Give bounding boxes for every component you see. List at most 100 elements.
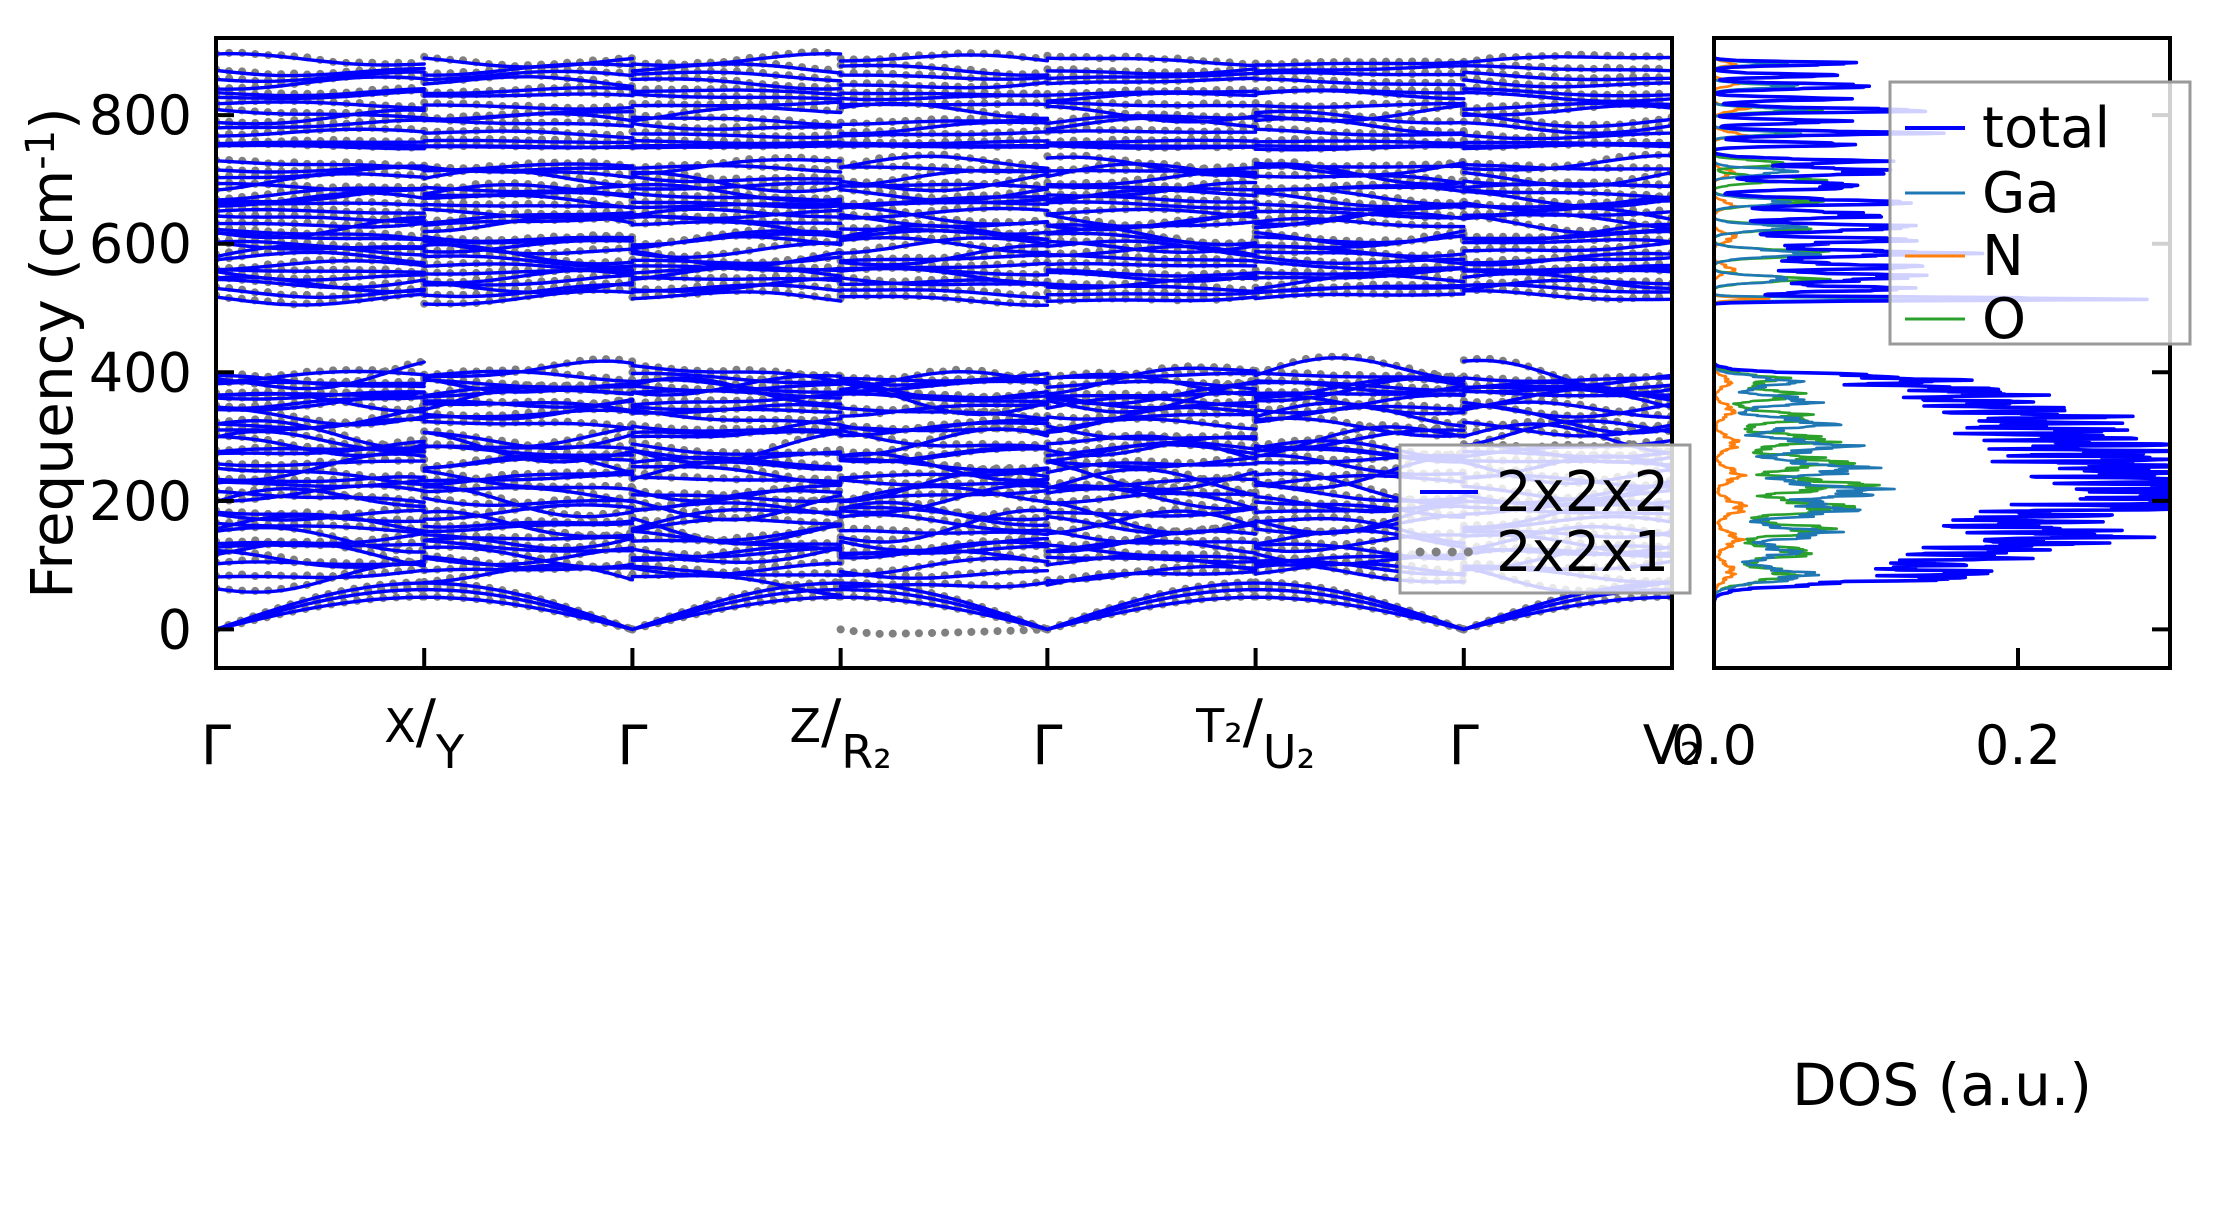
band-line-2x2x2 xyxy=(216,390,426,398)
band-line-2x2x2 xyxy=(1045,114,1258,126)
band-line-2x2x2 xyxy=(838,187,1050,203)
band-line-2x2x1 xyxy=(1251,558,1468,586)
band-legend: 2x2x2 2x2x1 xyxy=(1398,443,1692,595)
band-x-tick-label: Γ xyxy=(1449,714,1479,777)
band-line-2x2x2 xyxy=(216,478,426,489)
band-line-2x2x2 xyxy=(1045,371,1258,380)
band-line-2x2x2 xyxy=(422,519,635,529)
y-axis-label: Frequency (cm-1) xyxy=(18,107,86,599)
band-line-2x2x2 xyxy=(838,53,1050,63)
band-line-2x2x2 xyxy=(630,138,843,146)
band-line-2x2x2 xyxy=(838,580,1050,589)
band-line-2x2x2 xyxy=(216,70,426,83)
band-line-2x2x1 xyxy=(1251,467,1468,506)
band-line-2x2x2 xyxy=(1045,223,1258,247)
band-line-2x2x2 xyxy=(422,369,635,384)
band-line-2x2x2 xyxy=(422,254,635,269)
band-line-2x2x2 xyxy=(1253,185,1466,192)
band-line-2x2x2 xyxy=(422,388,635,399)
band-line-2x2x2 xyxy=(216,259,426,272)
band-line-2x2x2 xyxy=(1253,202,1466,212)
band-line-2x2x2 xyxy=(216,221,426,229)
band-line-2x2x2 xyxy=(1462,104,1672,117)
band-x-tick-label: T₂/U₂ xyxy=(1195,687,1315,779)
band-line-2x2x2 xyxy=(216,548,426,569)
band-line-2x2x2 xyxy=(1462,87,1672,98)
band-line-2x2x2 xyxy=(1253,283,1466,293)
band-x-tick-label: X/Y xyxy=(384,687,465,779)
band-line-2x2x2 xyxy=(1253,292,1466,301)
band-line-2x2x2 xyxy=(1045,491,1258,511)
band-line-2x2x2 xyxy=(838,294,1050,307)
band-line-2x2x2 xyxy=(1462,263,1672,275)
band-line-2x2x2 xyxy=(1253,101,1466,109)
band-line-2x2x2 xyxy=(1045,180,1258,198)
band-line-2x2x2 xyxy=(422,92,635,98)
band-line-2x2x2 xyxy=(1045,200,1258,210)
band-line-2x2x2 xyxy=(422,469,635,487)
band-line-2x2x2 xyxy=(1253,109,1466,125)
band-line-2x2x2 xyxy=(630,363,843,384)
band-line-2x2x2 xyxy=(1462,131,1672,141)
band-line-2x2x2 xyxy=(216,240,426,251)
band-line-2x2x2 xyxy=(838,139,1050,146)
band-line-2x2x2 xyxy=(630,106,843,123)
band-line-2x2x2 xyxy=(1045,564,1258,583)
band-line-2x2x2 xyxy=(422,138,635,145)
band-line-2x2x2 xyxy=(1253,377,1466,400)
band-line-2x2x2 xyxy=(630,493,843,522)
band-line-2x2x2 xyxy=(422,378,635,390)
band-line-2x2x2 xyxy=(216,89,426,101)
band-line-2x2x2 xyxy=(838,528,1050,537)
band-line-2x2x2 xyxy=(422,430,635,464)
band-line-2x2x2 xyxy=(838,478,1050,487)
band-line-2x2x2 xyxy=(838,261,1050,271)
band-y-tick-label: 800 xyxy=(89,84,192,147)
band-line-2x2x2 xyxy=(1253,60,1466,67)
band-x-tick-label: Z/R₂ xyxy=(790,687,892,779)
band-line-2x2x1 xyxy=(628,361,845,385)
band-line-2x2x2 xyxy=(630,424,843,433)
band-line-2x2x2 xyxy=(422,129,635,140)
band-line-2x2x2 xyxy=(422,419,635,431)
band-line-2x2x2 xyxy=(630,200,843,209)
band-line-2x2x2 xyxy=(1045,366,1258,396)
band-line-2x2x2 xyxy=(422,262,635,276)
band-line-2x2x2 xyxy=(1045,76,1258,86)
band-line-2x2x1 xyxy=(420,276,637,295)
band-line-2x2x2 xyxy=(422,103,635,111)
band-line-2x2x2 xyxy=(1253,127,1466,137)
band-x-tick-label: Γ xyxy=(1032,714,1062,777)
band-line-2x2x2 xyxy=(630,121,843,131)
band-line-2x2x2 xyxy=(1462,90,1672,103)
band-line-2x2x2 xyxy=(838,91,1050,98)
band-line-2x2x2 xyxy=(630,389,843,400)
band-line-2x2x2 xyxy=(422,289,635,307)
band-line-2x2x2 xyxy=(838,372,1050,383)
legend-label-2x2x2: 2x2x2 xyxy=(1496,460,1669,525)
band-line-2x2x2 xyxy=(1462,595,1672,632)
band-line-2x2x2 xyxy=(838,595,1050,632)
band-line-2x2x2 xyxy=(422,118,635,128)
band-line-2x2x2 xyxy=(422,144,635,150)
band-line-2x2x2 xyxy=(1462,383,1672,391)
band-line-2x2x2 xyxy=(838,426,1050,435)
band-line-2x2x2 xyxy=(216,127,426,138)
band-line-2x2x2 xyxy=(422,539,635,553)
band-line-2x2x2 xyxy=(1462,111,1672,129)
band-line-2x2x2 xyxy=(838,513,1050,533)
band-line-2x2x2 xyxy=(1045,295,1258,303)
band-line-2x2x2 xyxy=(422,533,635,551)
band-line-2x2x2 xyxy=(630,382,843,393)
band-line-2x2x2 xyxy=(838,276,1050,287)
band-line-2x2x2 xyxy=(1253,88,1466,95)
band-line-2x2x2 xyxy=(1462,400,1672,419)
band-line-2x2x2 xyxy=(216,380,426,386)
band-line-2x2x2 xyxy=(216,140,426,146)
band-line-2x2x2 xyxy=(1253,428,1466,451)
band-line-2x2x2 xyxy=(422,239,635,256)
band-line-2x2x2 xyxy=(1045,129,1258,134)
band-line-2x2x2 xyxy=(838,505,1050,522)
